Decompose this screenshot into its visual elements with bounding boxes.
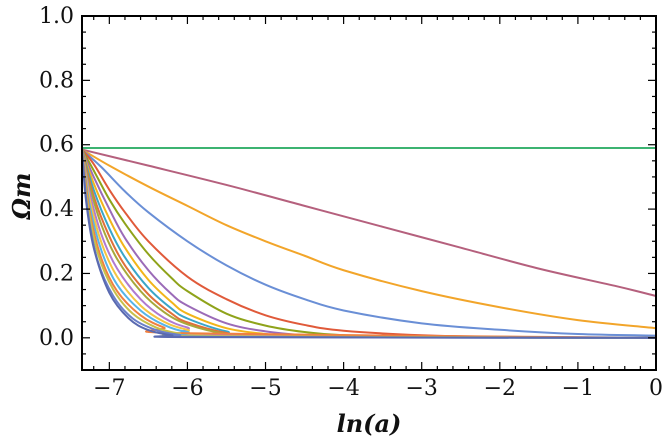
y-axis-ticks: 0.0 0.2 0.4 0.6 0.8 1.0 — [39, 4, 656, 371]
x-axis-ticks: −7 −6 −5 −4 −3 −2 −1 0 — [93, 16, 663, 401]
series-line-15 — [81, 148, 657, 339]
x-tick-label: −6 — [171, 376, 203, 401]
series-line-2 — [81, 148, 657, 297]
series-line-18 — [81, 148, 657, 339]
y-axis-label: Ωm — [7, 173, 36, 221]
x-tick-label: −5 — [249, 376, 281, 401]
series-line-4 — [81, 148, 657, 337]
series-layer — [81, 146, 657, 339]
series-line-3 — [81, 148, 657, 330]
y-tick-label: 0.6 — [39, 133, 74, 158]
y-tick-label: 0.0 — [39, 326, 74, 351]
x-tick-label: −4 — [327, 376, 359, 401]
x-tick-label: −3 — [405, 376, 437, 401]
y-tick-label: 0.2 — [39, 261, 74, 286]
x-tick-label: −1 — [562, 376, 594, 401]
y-tick-label: 0.8 — [39, 68, 74, 93]
x-tick-label: −2 — [484, 376, 516, 401]
x-axis-label: ln(a) — [337, 409, 402, 438]
y-tick-label: 1.0 — [39, 4, 74, 29]
y-tick-label: 0.4 — [39, 197, 74, 222]
x-tick-label: 0 — [649, 376, 663, 401]
x-tick-label: −7 — [93, 376, 125, 401]
